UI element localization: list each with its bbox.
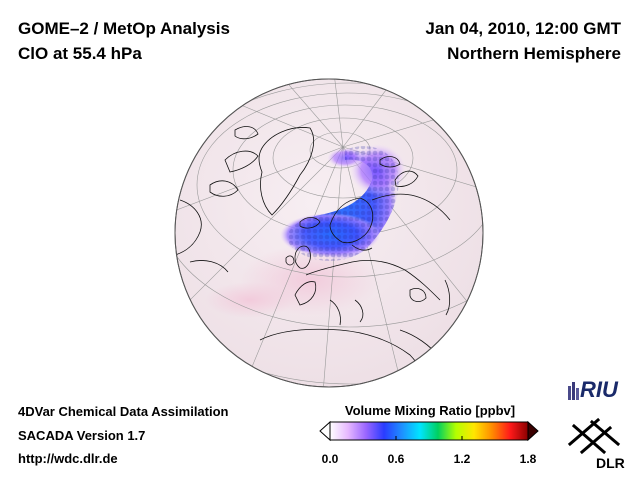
colorbar-tick-label: 1.2: [453, 452, 471, 466]
coast-baltic: [351, 244, 373, 251]
map-title-line2: ClO at 55.4 hPa: [18, 44, 142, 63]
footer-method: 4DVar Chemical Data Assimilation: [18, 404, 229, 419]
meridian: [329, 79, 344, 148]
meridian: [319, 146, 344, 387]
coast-caspian: [444, 279, 451, 316]
coast-svalbard: [379, 156, 401, 168]
map-datetime: Jan 04, 2010, 12:00 GMT: [425, 19, 621, 38]
coast-iberia: [294, 281, 317, 306]
colorbar-over-arrow: [527, 420, 539, 442]
coast-north-america: [175, 199, 202, 256]
colorbar: [319, 420, 539, 442]
coast-iceland: [299, 217, 321, 229]
coast-novaya-zemlya: [394, 170, 419, 187]
clo-pink-halo-west: [205, 282, 295, 318]
colorbar-ticks: [329, 436, 529, 440]
meridian: [175, 146, 344, 221]
map-region: Northern Hemisphere: [447, 44, 621, 63]
map-title: GOME–2 / MetOp Analysis ClO at 55.4 hPa: [18, 16, 230, 66]
riu-logo: RIU: [568, 377, 619, 402]
footer-url[interactable]: http://wdc.dlr.de: [18, 451, 118, 466]
globe-outline: [174, 78, 484, 388]
lat-circle-70: [272, 117, 414, 199]
colorbar-tick-label: 1.8: [519, 452, 537, 466]
clo-vortex: [280, 144, 406, 261]
coast-labrador: [189, 260, 229, 273]
colorbar-title: Volume Mixing Ratio [ppbv]: [344, 403, 516, 418]
lat-circle-30: [175, 79, 483, 385]
meridian: [342, 79, 421, 148]
coast-europe: [305, 260, 441, 301]
coast-arctic-island: [209, 180, 239, 197]
coast-arctic-island: [234, 126, 259, 140]
coast-black-sea: [409, 288, 427, 302]
footer-version: SACADA Version 1.7: [18, 428, 146, 443]
colorbar-under-arrow: [319, 420, 331, 442]
lat-circle-40: [175, 82, 483, 328]
lat-circle-50: [196, 92, 483, 278]
dlr-logo: DLR: [567, 417, 625, 471]
colorbar-tick-label: 0.0: [321, 452, 339, 466]
coast-italy: [329, 299, 341, 326]
graticule: [175, 79, 483, 387]
coast-greenland: [258, 127, 314, 216]
coast-britain: [294, 245, 311, 269]
map-title-line1: GOME–2 / MetOp Analysis: [18, 19, 230, 38]
coast-arctic-island: [224, 150, 259, 173]
coast-scandinavia: [329, 197, 374, 244]
colorbar-bar: [329, 421, 529, 441]
globe-map: [174, 78, 484, 388]
meridian: [249, 79, 344, 148]
clo-hex-texture: [287, 146, 399, 261]
map-datetime-block: Jan 04, 2010, 12:00 GMT Northern Hemisph…: [425, 16, 621, 66]
riu-logo-text: RIU: [580, 377, 619, 402]
coast-russia: [371, 193, 451, 221]
dlr-logo-text: DLR: [596, 455, 625, 471]
coast-ireland: [285, 255, 295, 266]
colorbar-tick-label: 0.6: [387, 452, 405, 466]
coast-balkans: [354, 299, 364, 323]
